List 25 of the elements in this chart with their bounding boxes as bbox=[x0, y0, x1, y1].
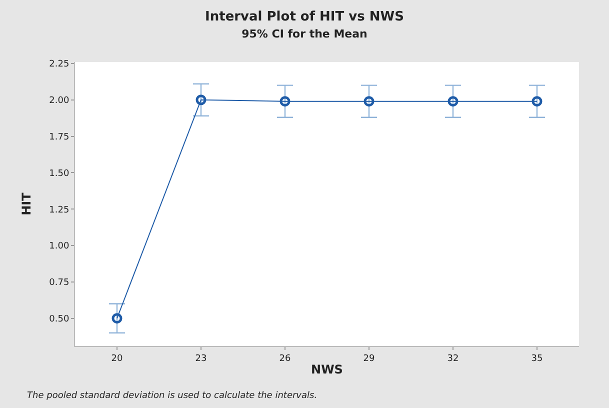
y-tick-label: 1.75 bbox=[49, 132, 70, 142]
x-tick-label: 29 bbox=[363, 354, 375, 364]
point bbox=[364, 96, 374, 107]
y-tick-label: 1.25 bbox=[49, 205, 70, 216]
y-tick-label: 0.75 bbox=[49, 278, 70, 288]
y-axis-title: HIT bbox=[19, 192, 34, 216]
x-tick-label: 26 bbox=[279, 354, 291, 364]
x-tick-label: 32 bbox=[447, 354, 459, 364]
y-tick-label: 1.00 bbox=[49, 242, 70, 252]
x-tick-label: 35 bbox=[531, 354, 543, 364]
point bbox=[532, 96, 542, 107]
y-tick-label: 2.25 bbox=[49, 60, 70, 70]
y-tick-label: 1.50 bbox=[49, 168, 70, 179]
y-tick-label: 0.50 bbox=[49, 314, 70, 324]
point bbox=[448, 96, 458, 107]
point bbox=[196, 94, 206, 106]
chart-subtitle: 95% CI for the Mean bbox=[242, 27, 368, 40]
x-tick-label: 20 bbox=[111, 354, 123, 364]
chart-title: Interval Plot of HIT vs NWS bbox=[205, 9, 404, 24]
text: The pooled standard deviation is used to calculate the intervals. bbox=[27, 391, 318, 401]
y-tick-label: 2.00 bbox=[49, 96, 70, 106]
x-tick-label: 23 bbox=[195, 354, 207, 364]
point bbox=[280, 96, 290, 107]
point bbox=[112, 313, 122, 324]
x-axis-title: NWS bbox=[311, 362, 343, 377]
